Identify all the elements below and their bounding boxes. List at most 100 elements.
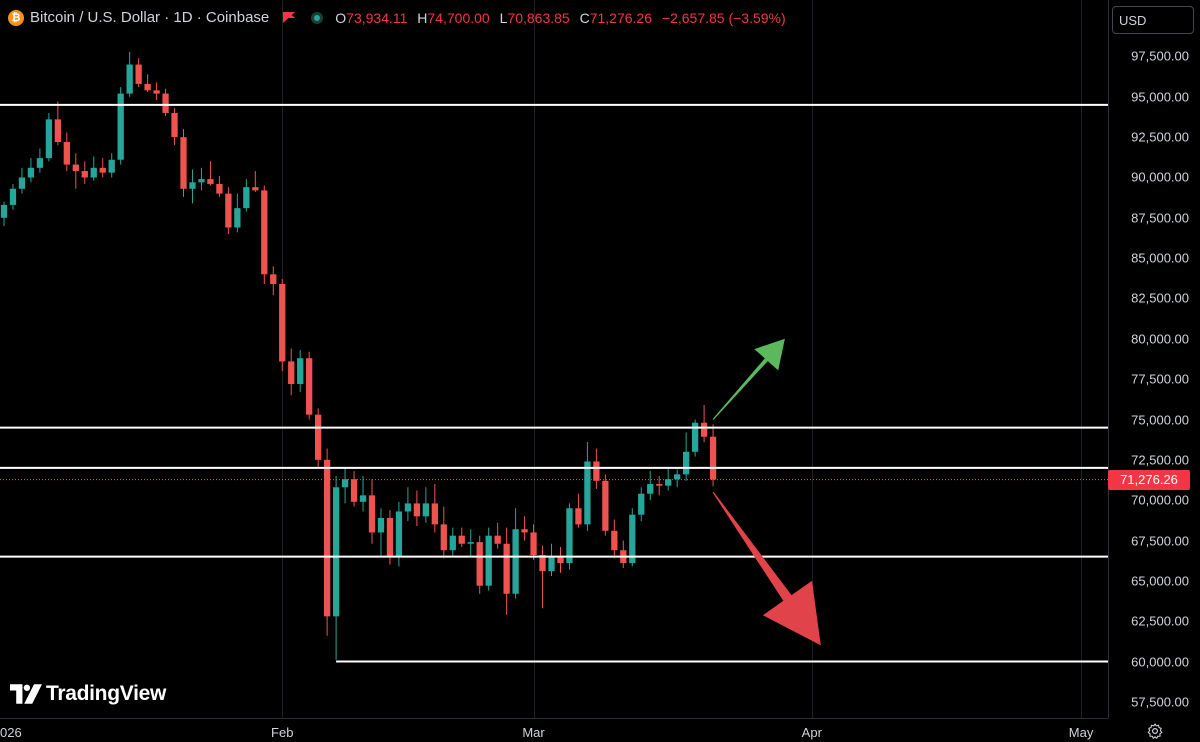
- candle: [467, 542, 474, 544]
- candle: [243, 187, 250, 209]
- candle: [368, 495, 376, 533]
- candle: [153, 90, 160, 94]
- change-value: −2,657.85 (−3.59%): [661, 9, 786, 26]
- price-tick: 67,500.00: [1131, 533, 1189, 549]
- candle: [216, 183, 223, 194]
- candle: [306, 358, 313, 415]
- flag-icon[interactable]: [283, 12, 296, 23]
- candle: [108, 159, 115, 173]
- price-tick: 85,000.00: [1131, 250, 1189, 266]
- market-status-icon[interactable]: [311, 11, 324, 24]
- candle: [503, 543, 510, 594]
- candle: [440, 524, 447, 551]
- candle: [36, 158, 44, 168]
- candle: [27, 167, 35, 178]
- price-tick: 75,000.00: [1131, 412, 1189, 427]
- candlestick-chart[interactable]: [0, 0, 1108, 718]
- candle: [709, 436, 717, 480]
- price-tick: 65,000.00: [1131, 573, 1189, 589]
- candle: [288, 361, 295, 385]
- candle: [656, 484, 663, 486]
- price-tick: 92,500.00: [1131, 129, 1189, 145]
- candle: [189, 182, 196, 189]
- candle: [126, 64, 133, 94]
- candle: [359, 495, 367, 502]
- price-tick: 77,500.00: [1131, 371, 1189, 387]
- candle: [45, 119, 53, 159]
- price-tick: 62,500.00: [1131, 613, 1189, 629]
- candle: [557, 556, 564, 564]
- price-tick: 87,500.00: [1131, 210, 1189, 226]
- price-tick: 60,000.00: [1131, 654, 1189, 670]
- time-label: Mar: [522, 725, 545, 740]
- candle: [691, 422, 699, 452]
- candle: [117, 93, 124, 160]
- price-tick: 97,500.00: [1131, 48, 1189, 64]
- low-value: 70,863.85: [507, 9, 570, 26]
- candle: [647, 484, 654, 494]
- candle: [234, 208, 241, 228]
- candle: [422, 503, 429, 517]
- candle: [72, 164, 79, 172]
- time-label: May: [1068, 725, 1094, 740]
- candle: [99, 167, 106, 173]
- candle: [144, 83, 151, 91]
- candle: [665, 479, 672, 486]
- candle: [674, 474, 681, 480]
- low-key: L: [499, 9, 508, 26]
- candle: [566, 508, 573, 564]
- up-arrow: [712, 338, 785, 420]
- candle: [341, 479, 349, 488]
- price-tick: 57,500.00: [1131, 694, 1189, 710]
- high-value: 74,700.00: [427, 9, 490, 26]
- candle: [530, 532, 537, 556]
- candle: [0, 204, 8, 218]
- candle: [135, 64, 142, 84]
- time-label: 026: [0, 725, 22, 740]
- last-price-badge: 71,276.26: [1108, 469, 1190, 490]
- candle: [270, 274, 277, 284]
- ohlc-values: O73,934.11 H74,700.00 L70,863.85 C71,276…: [335, 10, 791, 26]
- symbol-title[interactable]: Bitcoin / U.S. Dollar · 1D · Coinbase: [30, 9, 270, 26]
- candle: [261, 190, 268, 275]
- candle: [404, 503, 412, 512]
- time-axis[interactable]: 026 Feb Mar Apr May: [0, 718, 1108, 742]
- candle: [279, 283, 286, 362]
- candle: [198, 179, 205, 183]
- chart-area[interactable]: [0, 0, 1108, 718]
- open-value: 73,934.11: [346, 9, 408, 26]
- candle: [539, 555, 546, 572]
- candle: [521, 529, 528, 533]
- price-axis[interactable]: 100,000.0097,500.0095,000.0092,500.0090,…: [1108, 0, 1200, 718]
- candle: [81, 171, 88, 178]
- candle: [683, 451, 690, 475]
- time-label: Feb: [271, 725, 294, 740]
- bitcoin-icon[interactable]: ₿: [8, 9, 24, 26]
- candle: [458, 535, 465, 544]
- candle: [638, 493, 645, 515]
- price-tick: 82,500.00: [1131, 290, 1189, 306]
- candle: [512, 529, 519, 594]
- candle: [395, 511, 403, 557]
- candle: [18, 177, 26, 189]
- candle: [323, 459, 331, 617]
- candle: [315, 414, 322, 460]
- tradingview-logo-text: TradingView: [46, 682, 167, 705]
- currency-select-button[interactable]: USD: [1112, 6, 1194, 34]
- tradingview-logo-icon: [10, 684, 42, 704]
- candle: [548, 556, 555, 572]
- candle: [297, 358, 304, 385]
- close-key: C: [579, 9, 590, 26]
- candle: [449, 535, 456, 551]
- open-key: O: [335, 9, 347, 26]
- high-key: H: [417, 9, 428, 26]
- tradingview-logo[interactable]: TradingView: [10, 682, 166, 706]
- candle: [207, 179, 214, 184]
- candle: [476, 542, 483, 586]
- price-tick: 90,000.00: [1131, 169, 1189, 185]
- candle: [9, 188, 17, 205]
- candle: [629, 514, 636, 564]
- candle: [225, 193, 232, 228]
- gear-icon[interactable]: [1146, 722, 1164, 740]
- candle: [54, 119, 61, 142]
